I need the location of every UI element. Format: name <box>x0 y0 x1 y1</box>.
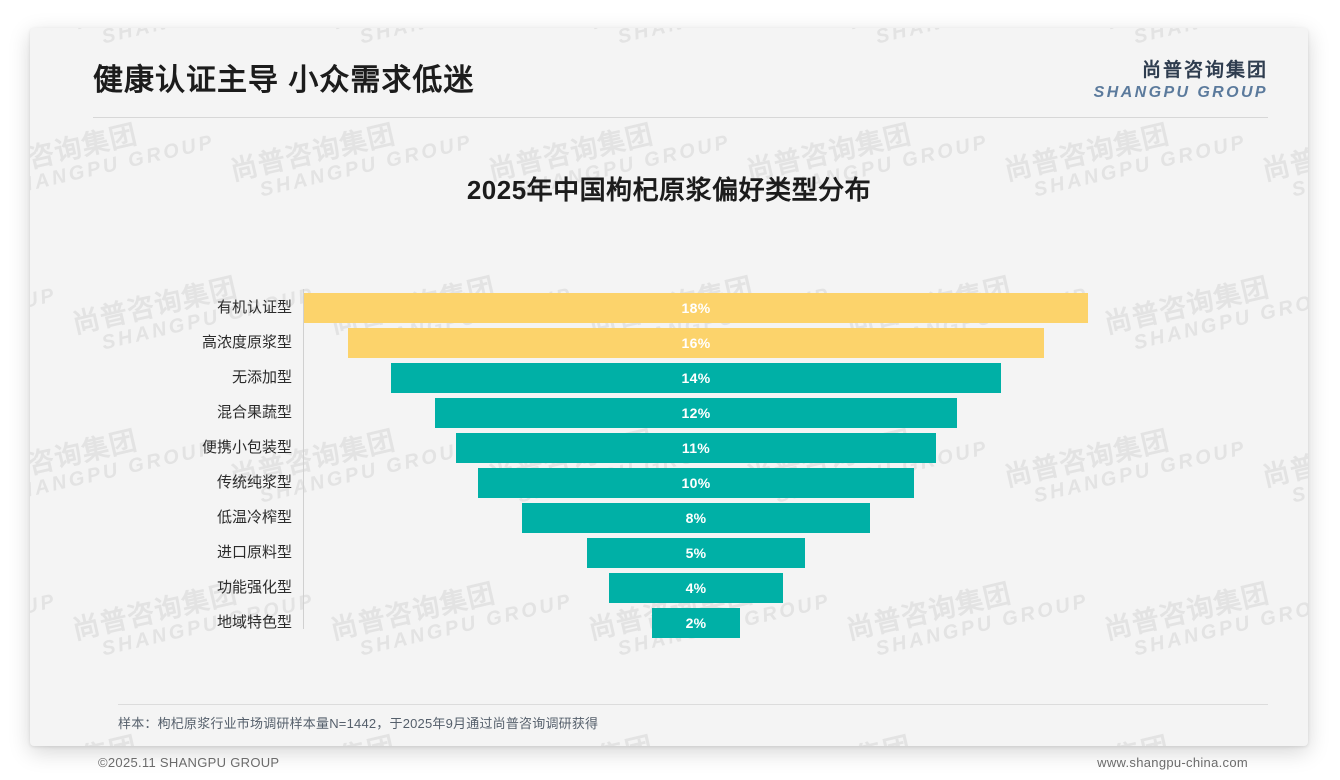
note-divider <box>118 704 1268 705</box>
chart-row: 低温冷榨型 8% <box>30 503 1308 533</box>
category-label: 便携小包装型 <box>201 439 292 456</box>
bar-value-label: 4% <box>685 580 707 596</box>
category-label: 混合果蔬型 <box>216 404 292 421</box>
bar-segment[interactable]: 8% <box>521 503 871 533</box>
chart-row: 有机认证型 18% <box>30 293 1308 323</box>
bar-value-label: 12% <box>681 405 711 421</box>
chart-axis-line <box>303 289 304 629</box>
slide-card: 尚普咨询集团 SHANGPU GROUP 尚普咨询集团 SHANGPU GROUP 尚普… <box>30 28 1308 746</box>
category-label: 功能强化型 <box>216 579 292 596</box>
header-divider <box>93 117 1268 118</box>
brand-logo: 尚普咨询集团 SHANGPU GROUP <box>1094 60 1268 102</box>
bar-segment[interactable]: 14% <box>391 363 1001 393</box>
bar-value-label: 2% <box>685 615 707 631</box>
slide-header: 健康认证主导 小众需求低迷 尚普咨询集团 SHANGPU GROUP <box>30 28 1308 123</box>
category-label: 有机认证型 <box>216 299 292 316</box>
chart-row: 便携小包装型 11% <box>30 433 1308 463</box>
brand-name-en: SHANGPU GROUP <box>1093 83 1268 101</box>
bar-value-label: 8% <box>685 510 707 526</box>
bar-segment[interactable]: 12% <box>434 398 958 428</box>
chart-row: 功能强化型 4% <box>30 573 1308 603</box>
category-label: 低温冷榨型 <box>216 509 292 526</box>
category-label: 传统纯浆型 <box>216 474 292 491</box>
bar-value-label: 16% <box>681 335 711 351</box>
chart-row: 高浓度原浆型 16% <box>30 328 1308 358</box>
footer-copyright: ©2025.11 SHANGPU GROUP <box>98 755 280 770</box>
page-footer: ©2025.11 SHANGPU GROUP www.shangpu-china… <box>0 747 1340 780</box>
bar-segment[interactable]: 18% <box>304 293 1088 323</box>
page-title: 健康认证主导 小众需求低迷 <box>93 64 475 97</box>
chart-row: 混合果蔬型 12% <box>30 398 1308 428</box>
chart-row: 进口原料型 5% <box>30 538 1308 568</box>
brand-name-cn: 尚普咨询集团 <box>1141 60 1268 81</box>
category-label: 进口原料型 <box>216 544 292 561</box>
bar-value-label: 14% <box>681 370 711 386</box>
bar-segment[interactable]: 16% <box>347 328 1045 358</box>
funnel-bar-chart: 有机认证型 18% 高浓度原浆型 16% 无添加型 14% 混合果蔬型 12% 便携小包装型 11… <box>30 264 1308 638</box>
chart-row: 地域特色型 2% <box>30 608 1308 638</box>
chart-row: 无添加型 14% <box>30 363 1308 393</box>
category-label: 无添加型 <box>231 369 292 386</box>
bar-segment[interactable]: 11% <box>456 433 936 463</box>
bar-value-label: 10% <box>681 475 711 491</box>
bar-value-label: 5% <box>685 545 707 561</box>
footer-website[interactable]: www.shangpu-china.com <box>1097 755 1248 770</box>
category-label: 地域特色型 <box>216 614 292 631</box>
category-label: 高浓度原浆型 <box>201 334 292 351</box>
bar-segment[interactable]: 5% <box>587 538 805 568</box>
bar-segment[interactable]: 2% <box>652 608 740 638</box>
bar-segment[interactable]: 10% <box>478 468 914 498</box>
bar-segment[interactable]: 4% <box>608 573 784 603</box>
chart-row: 传统纯浆型 10% <box>30 468 1308 498</box>
sample-note: 样本：枸杞原浆行业市场调研样本量N=1442，于2025年9月通过尚普咨询调研获… <box>118 716 599 731</box>
bar-value-label: 18% <box>681 300 711 316</box>
chart-title: 2025年中国枸杞原浆偏好类型分布 <box>466 175 872 205</box>
bar-value-label: 11% <box>681 440 711 456</box>
